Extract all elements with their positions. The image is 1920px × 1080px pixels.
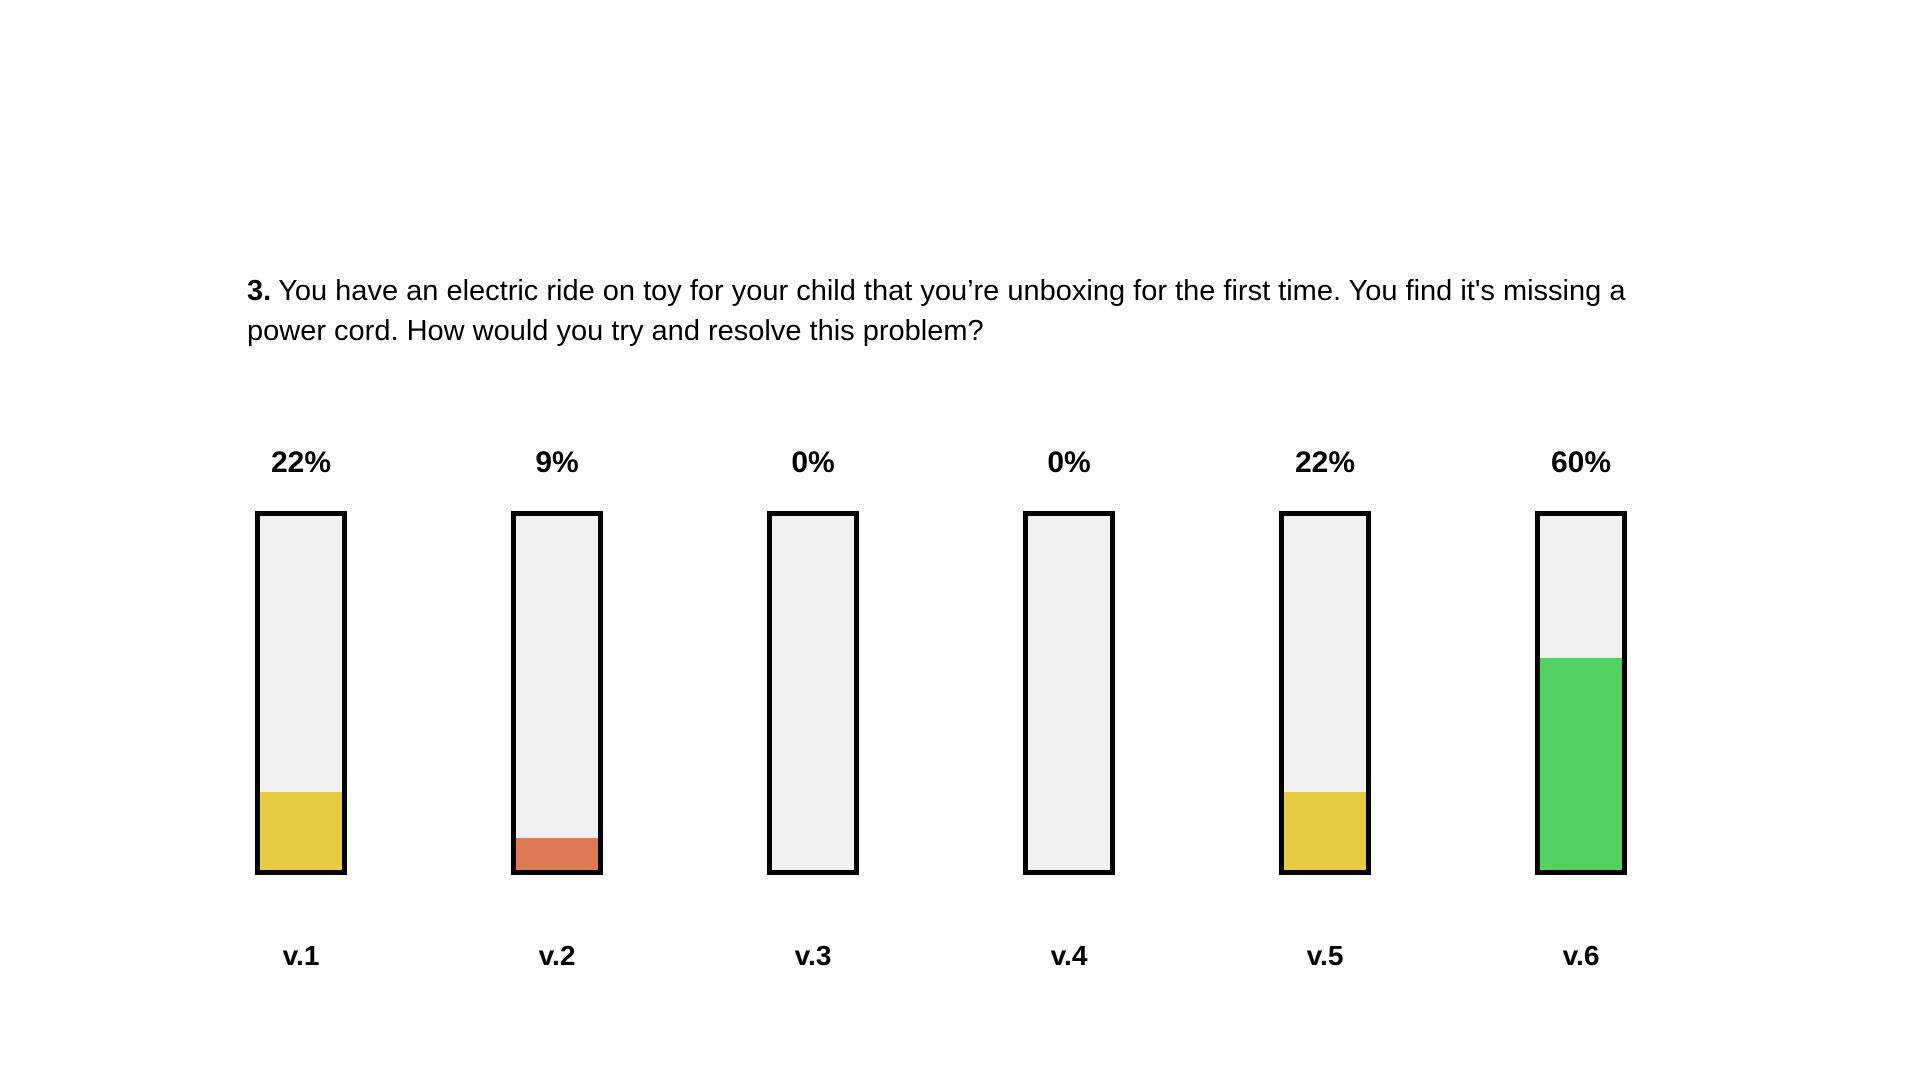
- bar-track: [767, 511, 859, 875]
- bar-value-label: 0%: [791, 446, 835, 479]
- bar-value-label: 0%: [1047, 446, 1091, 479]
- bar-fill: [516, 838, 598, 870]
- question-text: 3. You have an electric ride on toy for y…: [247, 271, 1672, 351]
- bar-category-label: v.6: [1562, 940, 1600, 971]
- bar-column: 22% v.5: [1279, 445, 1371, 974]
- bar-column: 0% v.3: [767, 445, 859, 974]
- bar-category-label: v.1: [282, 940, 320, 971]
- bar-track: [1023, 511, 1115, 875]
- bar-category-label: v.2: [538, 940, 576, 971]
- bar-column: 60% v.6: [1535, 445, 1627, 974]
- bar-column: 9% v.2: [511, 445, 603, 974]
- bar-value-label: 9%: [535, 446, 579, 479]
- bar-category-label: v.4: [1050, 940, 1088, 971]
- bar-fill: [1540, 657, 1622, 870]
- bar-value-label: 22%: [270, 446, 332, 479]
- bar-value-label: 22%: [1294, 446, 1356, 479]
- poll-bar-chart: 22% v.1 9% v.2 0% v.3 0% v.4 22% v.5 60%: [255, 445, 1627, 974]
- bar-column: 22% v.1: [255, 445, 347, 974]
- bar-track: [1535, 511, 1627, 875]
- bar-fill: [260, 792, 342, 870]
- bar-category-label: v.5: [1306, 940, 1344, 971]
- bar-track: [511, 511, 603, 875]
- bar-fill: [1284, 792, 1366, 870]
- bar-category-label: v.3: [794, 940, 832, 971]
- bar-value-label: 60%: [1550, 446, 1612, 479]
- bar-column: 0% v.4: [1023, 445, 1115, 974]
- question-body: You have an electric ride on toy for you…: [247, 275, 1626, 347]
- bar-track: [255, 511, 347, 875]
- question-number: 3.: [247, 275, 272, 307]
- bar-track: [1279, 511, 1371, 875]
